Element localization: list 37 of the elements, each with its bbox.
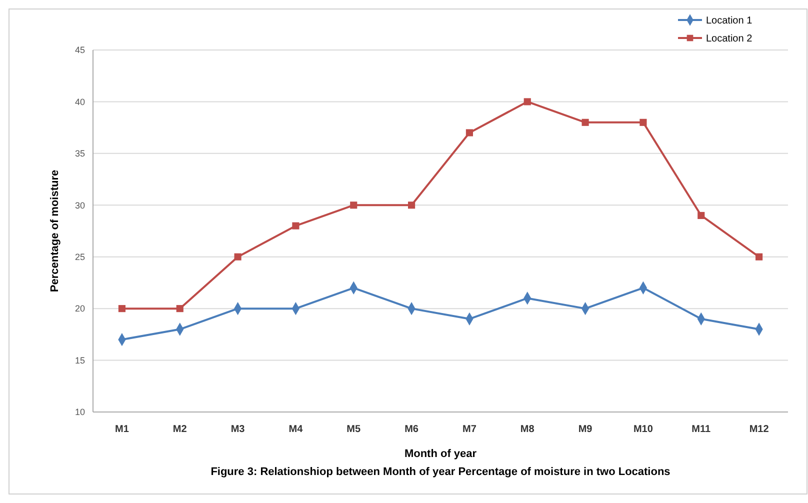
y-tick-label: 35 xyxy=(74,148,85,159)
x-tick-label: M4 xyxy=(288,424,304,435)
legend-label: Location 1 xyxy=(706,16,753,26)
x-tick-label: M10 xyxy=(633,424,654,435)
y-axis-title: Percentage of moisture xyxy=(49,170,61,292)
x-tick-label: M6 xyxy=(404,424,419,435)
y-tick-label: 25 xyxy=(74,252,85,262)
point xyxy=(466,129,473,136)
point xyxy=(292,222,300,230)
x-tick-label: M7 xyxy=(462,424,477,435)
y-tick-label: 20 xyxy=(74,304,85,314)
legend-label: Location 2 xyxy=(706,34,753,44)
x-tick-label: M5 xyxy=(346,424,361,435)
point xyxy=(640,118,647,126)
y-tick-label: 45 xyxy=(74,45,85,56)
x-tick-label: M8 xyxy=(520,424,535,435)
point xyxy=(234,253,242,260)
x-axis-title: Month of year xyxy=(404,448,478,460)
x-tick-label: M1 xyxy=(115,424,130,435)
point xyxy=(698,212,705,220)
point xyxy=(582,118,589,126)
y-tick-label: 40 xyxy=(74,96,85,107)
x-tick-label: M9 xyxy=(578,424,593,435)
x-tick-label: M12 xyxy=(749,424,770,435)
point xyxy=(118,305,126,312)
x-tick-label: M2 xyxy=(172,424,188,435)
y-tick-label: 30 xyxy=(74,200,85,210)
point xyxy=(524,98,531,106)
point xyxy=(756,253,763,260)
point xyxy=(408,202,416,209)
x-tick-label: M3 xyxy=(230,424,246,435)
point xyxy=(176,305,184,312)
x-tick-label: M11 xyxy=(692,424,712,435)
point xyxy=(350,202,358,209)
caption: Figure 3: Relationshiop between Month of year Percentage of moisture in two Locations xyxy=(210,466,670,478)
y-tick-label: 15 xyxy=(74,355,85,366)
y-tick-label: 10 xyxy=(74,407,85,418)
